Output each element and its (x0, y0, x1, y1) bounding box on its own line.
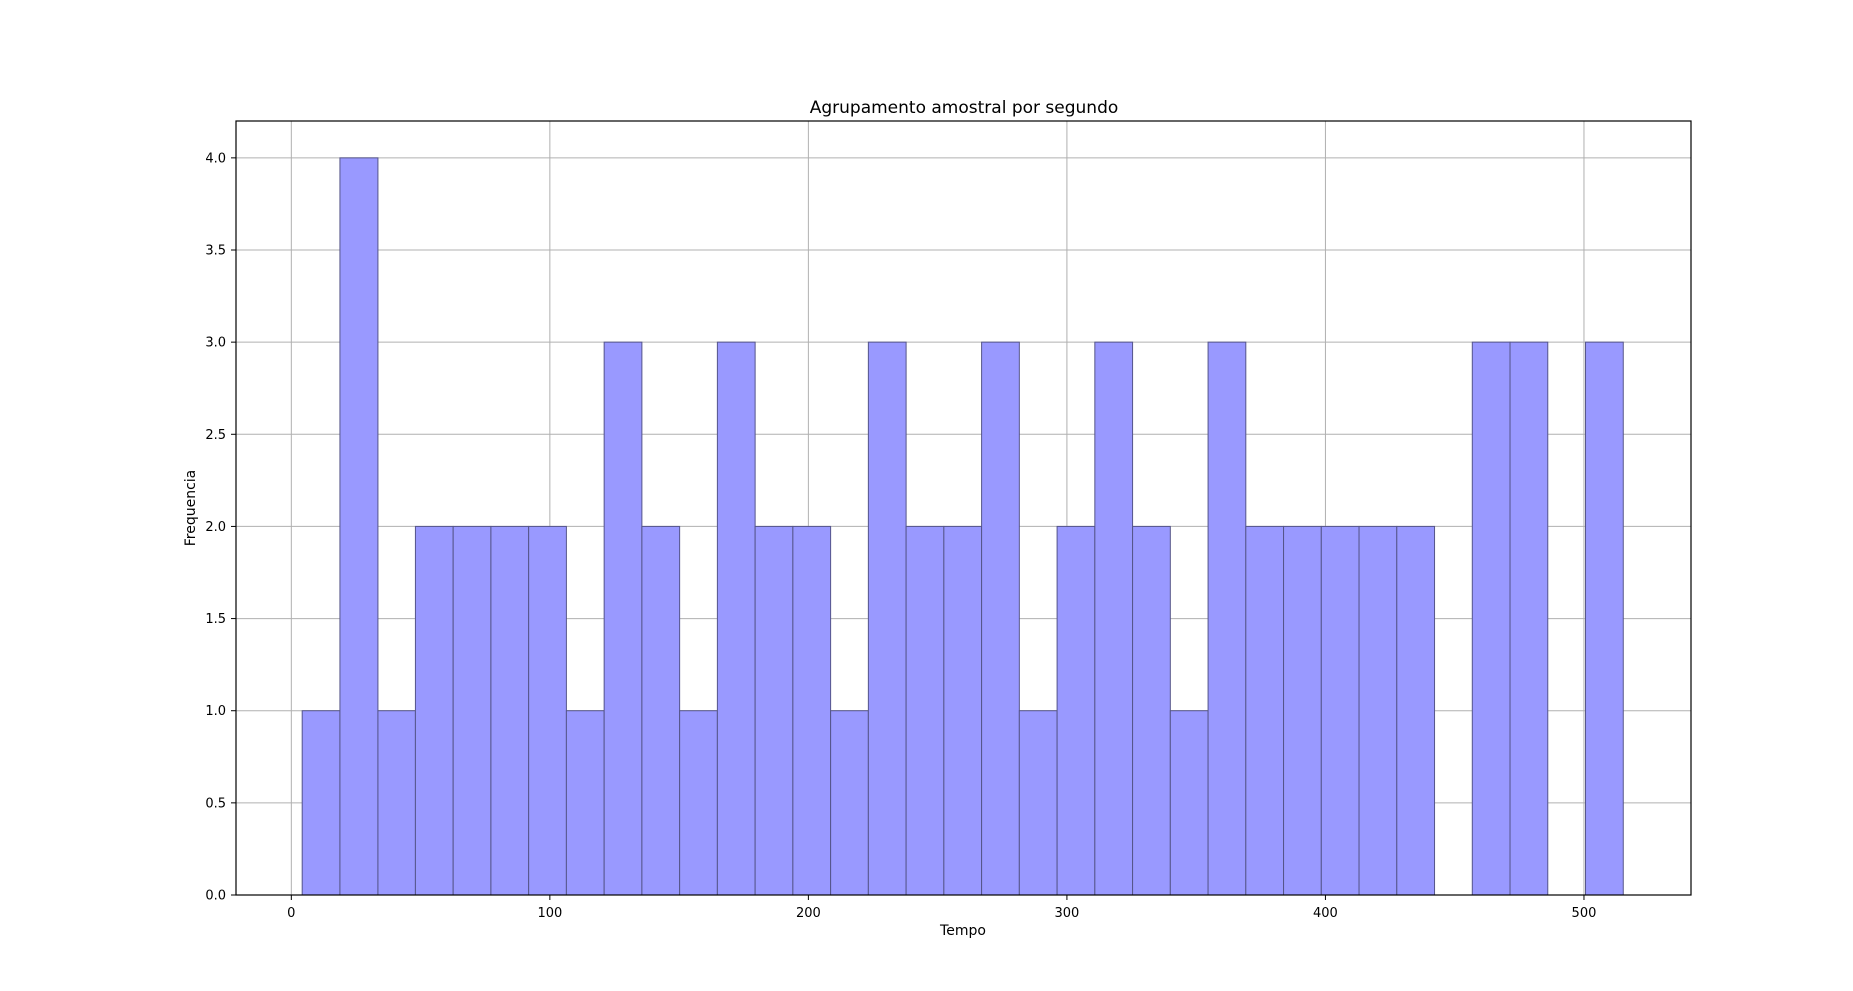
plot-frame (235, 120, 1692, 896)
histogram-bar (716, 341, 756, 896)
histogram-bar (528, 525, 567, 896)
histogram-bar (377, 710, 416, 896)
x-axis-ticks: 0 100 200 300 400 500 (287, 895, 1596, 921)
histogram-bar (1358, 525, 1398, 896)
y-tick-label: 0.5 (205, 796, 226, 811)
histogram-bar (603, 341, 643, 896)
bars-group (301, 157, 1624, 896)
x-tick-label: 400 (1313, 906, 1338, 921)
histogram-bar (830, 710, 869, 896)
x-axis-label: Tempo (939, 923, 986, 939)
histogram-bar (867, 341, 907, 896)
y-tick-label: 1.0 (205, 704, 226, 719)
histogram-bar (905, 525, 945, 896)
histogram-bar (1396, 525, 1436, 896)
histogram-bar (565, 710, 605, 896)
histogram-bar (679, 710, 718, 896)
histogram-bar (301, 710, 341, 896)
histogram-bar (754, 525, 794, 896)
y-tick-label: 3.0 (205, 336, 226, 351)
y-axis-ticks: 0.0 0.5 1.0 1.5 2.0 2.5 3.0 3.5 4.0 (205, 151, 236, 904)
histogram-bar (1471, 341, 1511, 896)
histogram-bar (792, 525, 832, 896)
x-tick-label: 300 (1054, 906, 1079, 921)
histogram-bar (1585, 341, 1624, 896)
histogram-bar (490, 525, 530, 896)
x-tick-label: 500 (1572, 906, 1597, 921)
histogram-bar (1509, 341, 1549, 896)
histogram-bar (1320, 525, 1360, 896)
histogram-bar (414, 525, 454, 896)
histogram-bar (1207, 341, 1247, 896)
y-tick-label: 0.0 (205, 889, 226, 904)
histogram-bar (1018, 710, 1058, 896)
histogram-bar (1094, 341, 1134, 896)
histogram-bar (1132, 525, 1171, 896)
y-axis-label: Frequencia (183, 470, 199, 547)
x-tick-label: 200 (796, 906, 821, 921)
histogram-bar (1245, 525, 1285, 896)
histogram-bar (1056, 525, 1096, 896)
histogram-bar (1169, 710, 1209, 896)
chart-title: Agrupamento amostral por segundo (810, 98, 1119, 118)
y-tick-label: 2.0 (205, 520, 226, 535)
x-tick-label: 0 (287, 906, 295, 921)
histogram-bar (943, 525, 983, 896)
histogram-bar (339, 157, 379, 896)
y-tick-label: 3.5 (205, 244, 226, 259)
y-tick-label: 1.5 (205, 612, 226, 627)
histogram-bar (452, 525, 492, 896)
histogram-bar (981, 341, 1020, 896)
histogram-bar (1283, 525, 1322, 896)
y-tick-label: 2.5 (205, 428, 226, 443)
histogram-bar (641, 525, 681, 896)
x-tick-label: 100 (537, 906, 562, 921)
y-tick-label: 4.0 (205, 151, 226, 166)
